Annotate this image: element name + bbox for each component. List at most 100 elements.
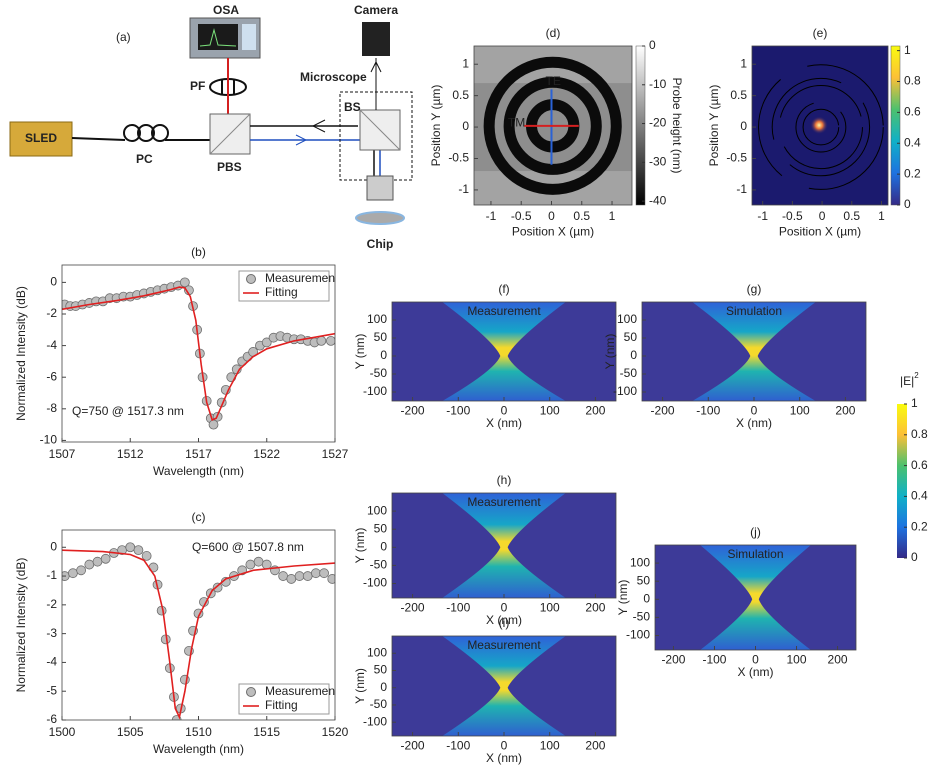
data-point bbox=[319, 568, 329, 579]
y-tick-label: 0.5 bbox=[730, 88, 747, 102]
y-tick-label: 0 bbox=[50, 539, 57, 553]
y-tick-label: 0 bbox=[740, 119, 747, 133]
y-tick-label: -10 bbox=[40, 433, 58, 447]
panel-label: (i) bbox=[499, 616, 510, 630]
x-tick-label: 200 bbox=[585, 403, 605, 417]
x-axis-label: X (nm) bbox=[738, 665, 774, 679]
x-axis-label: Wavelength (nm) bbox=[153, 464, 244, 478]
x-tick-label: 200 bbox=[828, 652, 848, 666]
colorbar-tick-label: -40 bbox=[649, 193, 667, 207]
x-tick-label: 1 bbox=[609, 209, 616, 223]
plot-frame bbox=[473, 45, 633, 206]
x-tick-label: 0 bbox=[751, 403, 758, 417]
data-point bbox=[100, 553, 111, 564]
y-tick-label: -1 bbox=[736, 182, 747, 196]
x-tick-label: -200 bbox=[661, 652, 685, 666]
data-point bbox=[294, 571, 305, 581]
y-tick-label: 50 bbox=[374, 521, 388, 535]
y-axis-label: Y (nm) bbox=[353, 528, 367, 564]
legend-marker bbox=[246, 687, 256, 697]
legend-label: Fitting bbox=[265, 698, 298, 712]
x-axis-label: Wavelength (nm) bbox=[153, 742, 244, 756]
y-tick-label: -1 bbox=[458, 182, 469, 196]
gap-field bbox=[700, 545, 811, 650]
y-tick-label: -100 bbox=[626, 628, 650, 642]
y-tick-label: 0.5 bbox=[452, 88, 469, 102]
colorbar-tick-label: 0.6 bbox=[904, 105, 921, 119]
colorbar-tick-label: 0 bbox=[649, 38, 656, 52]
y-tick-label: 50 bbox=[624, 330, 638, 344]
colorbar-tick-label: -20 bbox=[649, 116, 667, 130]
colorbar-tick-label: 0 bbox=[904, 197, 911, 211]
colorbar-tick-label: 0.6 bbox=[911, 458, 928, 472]
data-point bbox=[68, 568, 78, 579]
legend-marker bbox=[246, 274, 256, 284]
label: PC bbox=[136, 152, 153, 166]
data-point bbox=[302, 571, 313, 581]
y-tick-label: -4 bbox=[46, 338, 57, 352]
y-tick-label: -0.5 bbox=[448, 151, 469, 165]
x-tick-label: -100 bbox=[702, 652, 726, 666]
x-tick-label: 1522 bbox=[253, 447, 280, 461]
label: PF bbox=[190, 79, 205, 93]
legend-label: Measurement bbox=[265, 684, 339, 698]
plot-area: Measurement bbox=[392, 302, 616, 401]
legend-label: Fitting bbox=[265, 285, 298, 299]
contour bbox=[802, 108, 840, 146]
data-point bbox=[253, 556, 264, 567]
y-axis-label: Y (nm) bbox=[353, 668, 367, 704]
gap-field bbox=[692, 302, 816, 401]
x-tick-label: 1515 bbox=[253, 725, 280, 739]
arrow bbox=[370, 60, 382, 73]
x-tick-label: -0.5 bbox=[511, 209, 532, 223]
fiber bbox=[71, 137, 210, 141]
ring bbox=[503, 76, 602, 175]
annotation: Q=600 @ 1507.8 nm bbox=[192, 540, 304, 554]
x-axis-label: X (nm) bbox=[486, 416, 522, 430]
label: Microscope bbox=[300, 70, 367, 84]
data-point bbox=[245, 559, 256, 570]
colorbar-label: |E|2 bbox=[900, 371, 919, 388]
plot-area: TE TM bbox=[474, 46, 632, 205]
chip bbox=[355, 211, 405, 225]
colorbar-label: Probe height (nm) bbox=[670, 77, 684, 173]
y-axis-label: Y (nm) bbox=[616, 580, 630, 616]
y-tick-label: -100 bbox=[363, 714, 387, 728]
y-tick-label: 0 bbox=[380, 539, 387, 553]
x-tick-label: 1510 bbox=[185, 725, 212, 739]
colorbar-tick-label: 1 bbox=[911, 396, 918, 410]
plot-area bbox=[752, 46, 888, 205]
colorbar-tick-label: 0.4 bbox=[911, 489, 928, 503]
sled bbox=[9, 121, 73, 157]
contour bbox=[771, 77, 871, 177]
gap-field bbox=[442, 302, 566, 401]
y-tick-label: 0 bbox=[630, 348, 637, 362]
annotation: Measurement bbox=[467, 495, 541, 509]
x-tick-label: 0 bbox=[501, 738, 508, 752]
data-point bbox=[310, 568, 321, 579]
y-tick-label: 0 bbox=[380, 680, 387, 694]
y-tick-label: -50 bbox=[370, 697, 388, 711]
y-tick-label: 100 bbox=[367, 645, 387, 659]
annotation: Simulation bbox=[726, 304, 782, 318]
y-tick-label: -2 bbox=[46, 597, 57, 611]
x-tick-label: -100 bbox=[446, 600, 470, 614]
x-tick-label: 0 bbox=[819, 209, 826, 223]
x-tick-label: 0 bbox=[501, 600, 508, 614]
y-tick-label: -50 bbox=[370, 558, 388, 572]
x-tick-label: 0 bbox=[752, 652, 759, 666]
x-tick-label: -200 bbox=[651, 403, 675, 417]
colorbar-tick-label: 0 bbox=[911, 550, 918, 564]
y-tick-label: -100 bbox=[363, 576, 387, 590]
x-tick-label: -1 bbox=[486, 209, 497, 223]
x-tick-label: -0.5 bbox=[782, 209, 803, 223]
panel-label: (e) bbox=[813, 26, 828, 40]
x-axis-label: X (nm) bbox=[486, 613, 522, 627]
data-point bbox=[76, 565, 87, 576]
colorbar-tick-label: -30 bbox=[649, 155, 667, 169]
camera bbox=[362, 22, 390, 56]
x-tick-label: -100 bbox=[446, 403, 470, 417]
objective bbox=[366, 175, 394, 201]
